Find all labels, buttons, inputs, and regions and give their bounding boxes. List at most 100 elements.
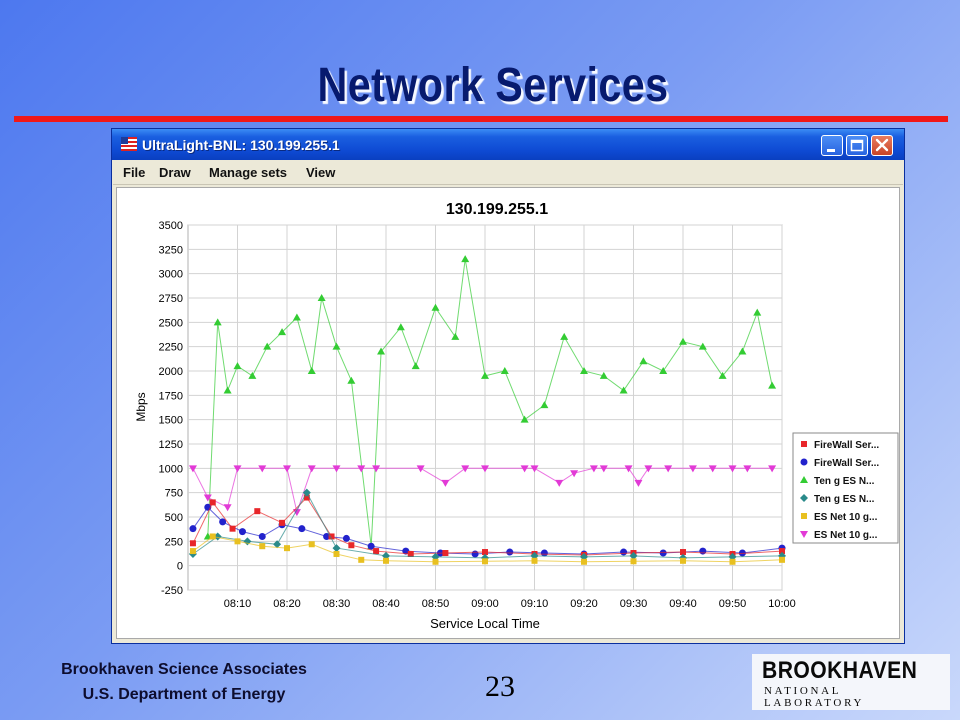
legend-marker	[800, 476, 808, 483]
x-tick-label: 09:30	[620, 598, 648, 610]
data-point	[629, 551, 638, 560]
y-axis-ticks: 3500325030002750250022502000175015001250…	[159, 220, 183, 597]
data-point	[308, 541, 315, 548]
x-axis-ticks: 08:10 08:20 08:30 08:40 08:50 09:00 09:10 09:20…	[224, 598, 796, 610]
data-point	[599, 465, 608, 473]
x-axis-label: Service Local Time	[430, 616, 540, 631]
y-tick-label: 1250	[159, 439, 183, 451]
x-tick-label: 10:00	[768, 598, 796, 610]
legend-label: ES Net 10 g...	[814, 512, 878, 523]
minimize-button[interactable]	[821, 135, 843, 156]
data-point	[555, 479, 564, 487]
data-point	[189, 548, 196, 555]
data-point	[332, 544, 341, 553]
menu-file[interactable]: File	[123, 165, 146, 180]
data-point	[580, 367, 588, 374]
data-point	[768, 381, 777, 389]
legend-label: Ten g ES N...	[814, 476, 875, 487]
data-point	[298, 525, 306, 533]
data-point	[698, 342, 707, 350]
data-point	[581, 558, 587, 565]
y-tick-label: 250	[165, 536, 183, 548]
data-point	[540, 549, 548, 557]
data-point	[680, 557, 686, 564]
data-point	[234, 538, 241, 545]
legend: FireWall Ser... FireWall Ser... Ten g ES N…	[792, 432, 899, 544]
data-point	[743, 465, 752, 473]
data-point	[664, 465, 673, 473]
menu-view[interactable]: View	[306, 165, 336, 180]
logo-wordmark: BROOKHAVEN	[762, 657, 918, 684]
data-point	[659, 367, 668, 374]
data-point	[778, 551, 786, 560]
data-point	[383, 557, 389, 564]
window-titlebar[interactable]: UltraLight-BNL: 130.199.255.1	[112, 129, 904, 160]
data-point	[292, 509, 301, 517]
data-point	[530, 465, 539, 473]
data-point	[461, 255, 470, 263]
window-title: UltraLight-BNL: 130.199.255.1	[142, 137, 340, 153]
chart: 130.199.255.1 35003250300027502500225020…	[134, 201, 899, 631]
series-5	[188, 465, 777, 517]
data-point	[273, 540, 282, 549]
data-point	[233, 465, 242, 473]
data-point	[219, 518, 227, 526]
data-point	[599, 371, 608, 379]
data-point	[471, 550, 479, 558]
data-point	[506, 548, 514, 556]
data-point	[323, 532, 331, 540]
data-point	[283, 465, 291, 473]
y-tick-label: 0	[177, 561, 183, 573]
data-point	[729, 558, 736, 565]
data-point	[333, 550, 340, 557]
series-line	[192, 467, 773, 514]
data-point	[520, 415, 529, 423]
data-point	[372, 465, 381, 473]
legend-marker	[801, 441, 807, 447]
data-point	[233, 362, 242, 370]
data-point	[402, 547, 410, 555]
x-tick-label: 09:10	[521, 598, 549, 610]
data-point	[367, 542, 375, 550]
data-point	[624, 465, 633, 473]
data-point	[248, 371, 257, 379]
data-point	[728, 465, 737, 473]
minimize-icon	[827, 149, 835, 152]
y-tick-label: 2500	[159, 317, 183, 329]
data-point	[396, 323, 405, 331]
data-point	[189, 540, 196, 547]
data-point	[258, 465, 267, 473]
data-point	[307, 367, 316, 374]
data-point	[238, 528, 246, 536]
data-point	[223, 504, 232, 512]
data-point	[738, 347, 747, 355]
menu-manage-sets[interactable]: Manage sets	[209, 165, 288, 180]
data-point	[461, 465, 470, 473]
data-point	[680, 549, 686, 556]
menu-bar: File Draw Manage sets View	[113, 160, 903, 185]
data-point	[708, 465, 717, 473]
menu-draw[interactable]: Draw	[159, 165, 191, 180]
data-point	[382, 551, 390, 560]
series-line	[192, 496, 783, 556]
data-point	[302, 488, 311, 497]
data-point	[258, 532, 266, 540]
data-point	[243, 537, 252, 546]
data-point	[753, 308, 762, 316]
x-tick-label: 08:40	[372, 598, 400, 610]
maximize-button[interactable]	[846, 135, 868, 156]
data-point	[630, 558, 637, 565]
data-point	[679, 337, 687, 345]
data-point	[416, 465, 425, 473]
y-tick-label: 1750	[159, 390, 183, 402]
y-tick-label: 750	[165, 488, 183, 500]
data-point	[644, 465, 653, 473]
data-point	[284, 545, 290, 552]
data-point	[688, 465, 697, 473]
data-point	[634, 479, 643, 487]
data-point	[530, 551, 539, 560]
data-point	[307, 465, 316, 473]
close-button[interactable]	[871, 135, 893, 156]
data-point	[481, 465, 489, 473]
y-tick-label: 500	[165, 512, 183, 524]
